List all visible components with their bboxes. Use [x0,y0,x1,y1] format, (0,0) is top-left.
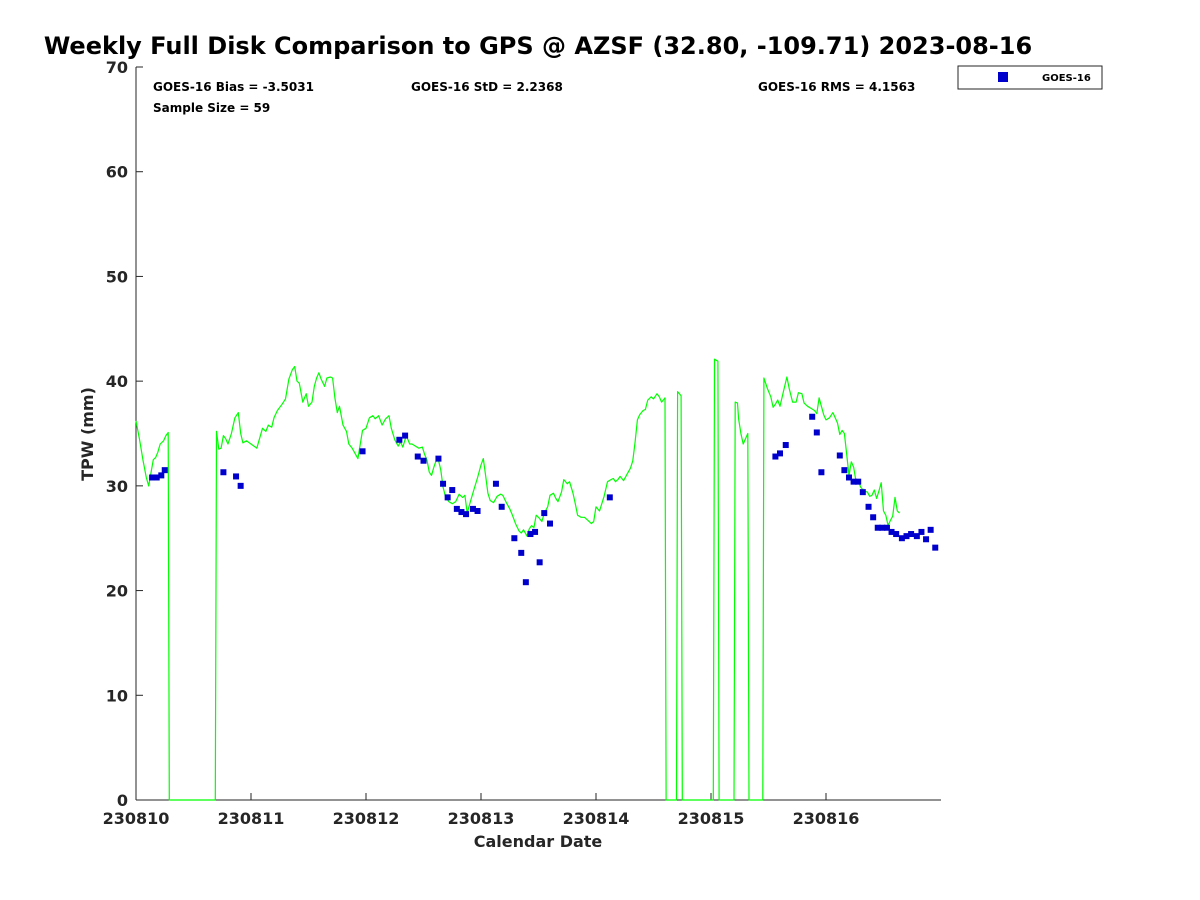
goes16-point [463,511,470,518]
goes16-point [541,510,548,517]
goes16-point [813,429,820,436]
goes16-point [532,528,539,535]
y-tick-label: 10 [106,686,128,705]
y-tick-label: 40 [106,372,128,391]
goes16-point [527,531,534,538]
std-annotation: GOES-16 StD = 2.2368 [411,80,563,94]
goes16-point [522,579,529,586]
y-tick-label: 30 [106,477,128,496]
goes16-point [606,494,613,501]
goes16-point [859,489,866,496]
x-tick-label: 230810 [103,809,170,828]
goes16-point [809,413,816,420]
x-tick-label: 230811 [218,809,285,828]
gps-line [135,358,901,801]
goes16-point [414,453,421,460]
goes16-point [893,531,900,538]
goes16-point [359,448,366,455]
sample-size-annotation: Sample Size = 59 [153,101,270,115]
goes16-point [850,478,857,485]
x-tick-label: 230812 [333,809,400,828]
goes16-point [220,469,227,476]
y-tick-label: 50 [106,267,128,286]
goes16-point [396,436,403,443]
x-axis-label: Calendar Date [474,832,603,851]
goes16-point [918,528,925,535]
y-axis-label: TPW (mm) [78,387,97,481]
goes16-point [237,482,244,489]
goes16-point [233,473,240,480]
plot-area: 0 10 20 30 40 50 60 70 230810 230811 230812 230813… [103,58,941,828]
goes16-point [440,480,447,487]
legend-marker-goes16 [998,72,1008,82]
goes16-point [474,507,481,514]
goes16-point [865,503,872,510]
goes16-point [772,453,779,460]
goes16-point [161,467,168,474]
goes16-point [149,474,156,481]
x-tick-label: 230813 [448,809,515,828]
plot-background [136,67,941,800]
x-tick-label: 230815 [678,809,745,828]
goes16-point [932,544,939,551]
goes16-point [870,514,877,521]
goes16-point [908,531,915,538]
legend-box [957,65,1103,90]
goes16-point [158,472,165,479]
goes16-point [879,524,886,531]
x-axis-ticks: 230810 230811 230812 230813 230814 230815 2308… [103,793,860,828]
x-tick-label: 230814 [563,809,630,828]
bias-annotation: GOES-16 Bias = -3.5031 [153,80,314,94]
y-tick-label: 70 [106,58,128,77]
y-tick-label: 20 [106,582,128,601]
goes16-point [888,528,895,535]
goes16-point [777,450,783,457]
goes16-point [874,524,881,531]
x-tick-label: 230816 [793,809,860,828]
goes16-point [469,505,476,512]
goes16-point [444,494,451,501]
y-axis-ticks: 0 10 20 30 40 50 60 70 [106,58,143,810]
goes16-point [818,469,825,476]
goes16-point [420,457,427,464]
goes16-point [402,432,409,439]
goes16-point [458,509,465,516]
chart-title: Weekly Full Disk Comparison to GPS @ AZS… [44,32,1032,60]
goes16-point [547,520,553,527]
goes16-point [927,526,934,533]
goes16-point [453,505,460,512]
goes16-point [449,487,456,494]
goes16-point [498,503,505,510]
goes16-point [836,452,843,459]
goes16-point [913,533,920,540]
goes16-point [883,524,890,531]
goes16-point [782,442,789,449]
series-layer [135,358,939,801]
legend-label-goes16: GOES-16 [1042,73,1091,84]
goes16-point [841,467,848,474]
y-tick-label: 60 [106,163,128,182]
goes16-point [846,474,852,481]
goes16-point [903,533,910,540]
goes16-point [855,478,862,485]
goes16-point [923,536,930,543]
rms-annotation: GOES-16 RMS = 4.1563 [758,80,915,94]
goes16-point [898,535,905,542]
goes16-point [435,455,442,462]
goes16-point [153,474,160,481]
legend: GOES-16 [957,65,1103,90]
goes16-point [518,549,525,556]
goes16-point [492,480,499,487]
goes16-point [511,535,518,542]
goes16-point [536,559,543,566]
y-tick-label: 0 [117,791,128,810]
